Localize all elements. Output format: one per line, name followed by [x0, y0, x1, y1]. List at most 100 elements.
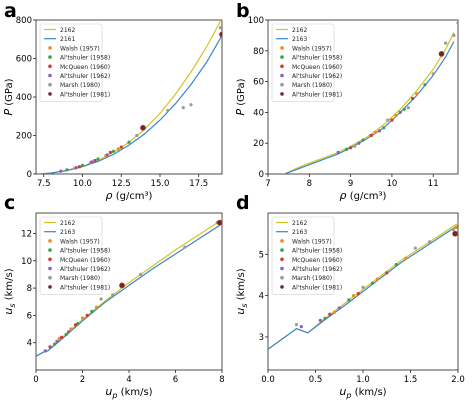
data-point — [111, 149, 116, 153]
data-point — [108, 150, 112, 154]
y-tick-label: 0 — [259, 170, 264, 180]
data-point — [423, 83, 427, 87]
data-point — [65, 168, 69, 172]
legend-label: Al'tshuler (1958) — [60, 55, 110, 62]
x-tick-label: 2.0 — [451, 375, 465, 385]
data-point — [93, 158, 97, 163]
x-tick-label: 2 — [80, 375, 85, 385]
x-tick-label: 11 — [428, 179, 439, 189]
y-tick-label: 4 — [259, 292, 264, 302]
x-tick-label: 0 — [33, 375, 38, 385]
data-point — [406, 106, 410, 110]
y-tick-label: 60 — [253, 78, 264, 88]
data-point — [427, 240, 432, 244]
x-tick-label: 10.0 — [73, 179, 92, 189]
legend-label: McQueen (1960) — [60, 257, 110, 264]
data-point — [55, 339, 59, 343]
legend-box — [271, 23, 335, 102]
data-point — [119, 282, 125, 289]
panel-letter-b: b — [236, 0, 250, 22]
y-tick-label: 20 — [253, 139, 264, 149]
data-point — [454, 225, 458, 230]
y-tick-label: 6 — [27, 311, 32, 321]
y-tick-label: 400 — [16, 93, 32, 103]
y-tick-label: 12 — [21, 229, 32, 239]
data-point — [415, 92, 419, 96]
data-point — [370, 281, 375, 285]
data-point — [111, 293, 115, 297]
data-point — [139, 272, 143, 276]
legend-label: Marsh (1980) — [292, 275, 332, 282]
data-point — [96, 157, 100, 161]
data-point — [181, 106, 185, 110]
data-point — [451, 227, 455, 232]
data-point — [394, 113, 398, 118]
x-tick-label: 0.5 — [309, 375, 323, 385]
legend-label: Al'tshuler (1958) — [60, 248, 110, 255]
panel-letter-c: c — [4, 192, 16, 214]
legend-label: Al'tshuler (1962) — [60, 266, 110, 273]
data-point — [351, 294, 356, 298]
data-point — [356, 292, 360, 296]
legend-label: Walsh (1957) — [60, 238, 100, 245]
y-axis-label: P (GPa) — [234, 78, 247, 115]
data-point — [337, 306, 341, 310]
data-point — [43, 349, 47, 353]
data-point — [90, 309, 94, 313]
data-point — [347, 298, 351, 302]
data-point — [94, 305, 99, 309]
legend-label: Marsh (1980) — [60, 275, 100, 282]
legend-marker — [280, 92, 284, 96]
legend-marker — [48, 82, 52, 87]
data-point — [394, 263, 398, 267]
data-point — [59, 169, 63, 173]
legend-label: Marsh (1980) — [292, 82, 332, 89]
legend-box — [39, 23, 103, 102]
legend-label: 2161 — [60, 36, 75, 43]
legend-label: Al'tshuler (1958) — [292, 248, 342, 255]
plot-frame — [267, 19, 459, 175]
data-point — [216, 219, 222, 226]
legend-marker — [280, 82, 284, 87]
data-point — [90, 160, 94, 164]
legend-label: Al'tshuler (1981) — [60, 91, 110, 98]
data-point — [357, 141, 361, 145]
y-tick-label: 600 — [16, 55, 32, 65]
panel-letter-d: d — [236, 192, 250, 214]
legend-marker — [48, 55, 52, 59]
x-axis-label: ρ (g/cm³) — [106, 189, 153, 202]
series-line-2163 — [268, 224, 458, 350]
x-tick-label: 1.5 — [404, 375, 418, 385]
data-point — [323, 316, 327, 320]
data-point — [73, 323, 78, 327]
legend-label: Al'tshuler (1981) — [60, 284, 110, 291]
data-point — [375, 277, 379, 281]
data-point — [361, 138, 365, 142]
legend-label: Al'tshuler (1958) — [292, 55, 342, 62]
legend-label: Al'tshuler (1962) — [292, 73, 342, 80]
legend-marker — [280, 55, 284, 59]
legend-marker — [48, 92, 52, 96]
legend-marker — [280, 248, 284, 252]
legend-label: Marsh (1980) — [60, 82, 100, 89]
data-point — [402, 107, 406, 111]
data-point — [218, 26, 222, 30]
legend-label: 2163 — [292, 36, 307, 43]
data-point — [336, 150, 340, 154]
data-point — [373, 130, 377, 134]
data-point — [64, 332, 68, 337]
data-point — [53, 342, 57, 346]
legend-box — [271, 216, 335, 295]
data-point — [119, 145, 123, 149]
legend-marker — [48, 73, 52, 78]
legend-marker — [280, 73, 284, 78]
y-tick-label: 3 — [259, 333, 264, 343]
legend-marker — [48, 285, 52, 289]
legend-label: Al'tshuler (1981) — [292, 284, 342, 291]
x-tick-label: 8 — [219, 375, 224, 385]
legend-label: McQueen (1960) — [60, 64, 110, 71]
legend-label: Al'tshuler (1962) — [60, 73, 110, 80]
data-point — [456, 21, 458, 25]
data-point — [294, 323, 299, 327]
data-point — [369, 133, 373, 138]
